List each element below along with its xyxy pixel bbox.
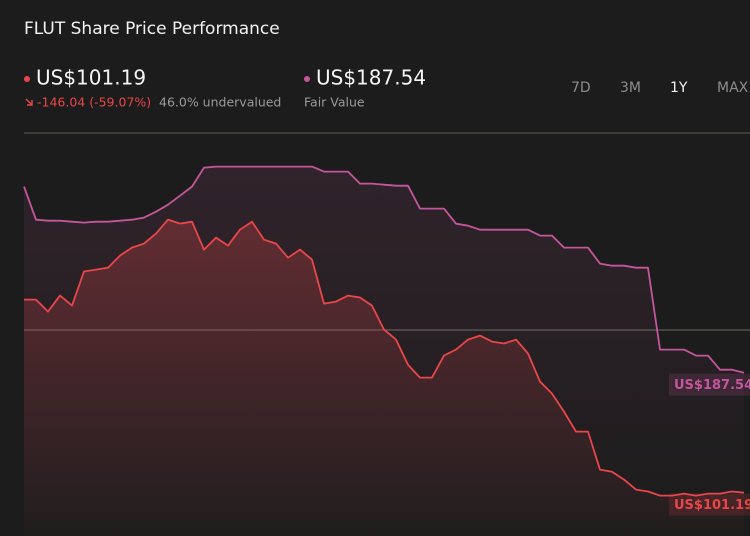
down-arrow xyxy=(25,98,33,106)
end-label-box xyxy=(669,373,750,396)
price-change: -146.04 (-59.07%) xyxy=(37,95,151,110)
line xyxy=(24,218,745,497)
range-tab[interactable]: MAX xyxy=(717,80,749,96)
range-tab[interactable]: 7D xyxy=(571,80,591,96)
range-tab[interactable]: 1Y xyxy=(670,80,688,96)
price-dot xyxy=(24,76,30,82)
line xyxy=(23,165,745,374)
end-label-box xyxy=(669,493,750,516)
end-label: US$187.54 xyxy=(674,378,750,393)
fair-value-label: Fair Value xyxy=(304,95,365,110)
fair-value: US$187.54 xyxy=(316,66,426,90)
end-label: US$101.19 xyxy=(674,498,750,513)
price: US$101.19 xyxy=(36,66,146,90)
valuation: 46.0% undervalued xyxy=(159,95,281,110)
range-tab[interactable]: 3M xyxy=(620,80,641,96)
fair-value-dot xyxy=(304,76,310,82)
area xyxy=(24,219,744,536)
title: FLUT Share Price Performance xyxy=(24,19,280,39)
